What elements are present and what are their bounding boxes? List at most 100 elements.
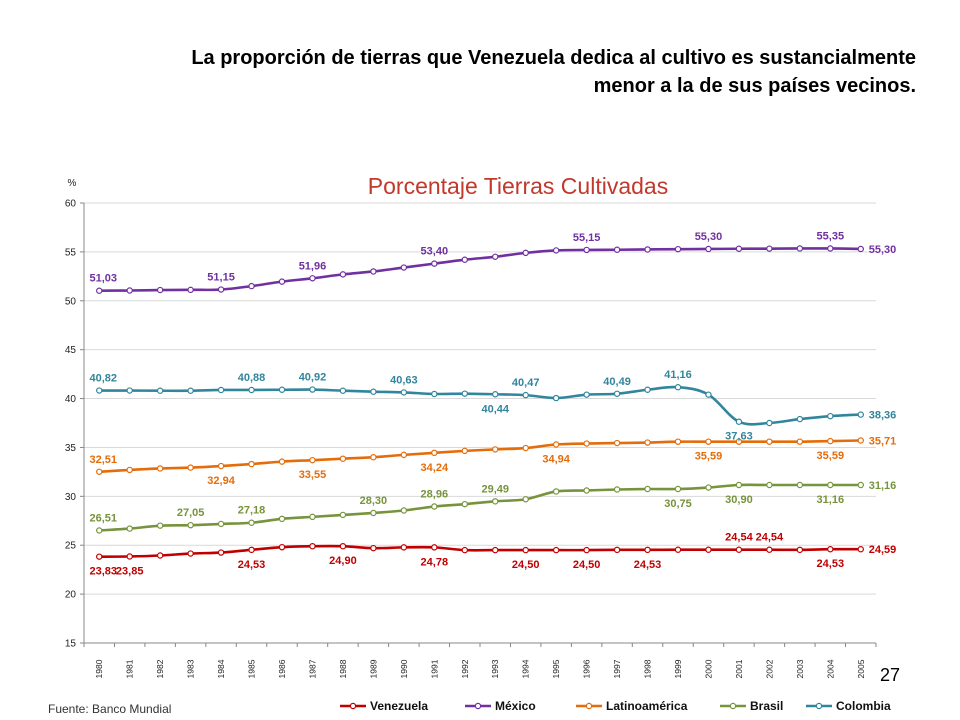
point-colombia-2004	[827, 412, 834, 420]
point-colombia-1983	[187, 387, 194, 394]
data-label-venezuela: 24,50	[573, 559, 601, 571]
point-mexico-1981	[126, 287, 133, 294]
data-label-latinoamerica: 35,71	[869, 436, 897, 448]
x-tick-label: 2000	[703, 659, 713, 678]
point-colombia-1996	[583, 391, 590, 398]
point-colombia-1984	[217, 386, 225, 394]
data-label-colombia: 40,63	[390, 374, 418, 386]
data-label-venezuela: 24,90	[329, 555, 357, 567]
point-colombia-1994	[522, 391, 529, 399]
series-layer	[96, 245, 864, 560]
x-tick-label: 2001	[734, 659, 744, 678]
point-latinoamerica-1999	[674, 438, 682, 445]
data-label-colombia: 40,88	[238, 372, 266, 384]
data-label-venezuela: 24,54	[756, 532, 784, 544]
point-mexico-1991	[431, 260, 438, 267]
point-brasil-1986	[278, 515, 286, 523]
point-brasil-2005	[857, 481, 864, 489]
point-brasil-1999	[674, 485, 682, 493]
point-venezuela-1997	[613, 546, 621, 554]
point-brasil-1987	[309, 513, 316, 521]
point-colombia-1998	[644, 386, 651, 393]
point-mexico-1983	[187, 286, 194, 294]
series-line-brasil	[99, 483, 861, 532]
point-venezuela-2004	[827, 546, 834, 553]
point-colombia-1981	[126, 387, 133, 394]
series-line-colombia	[99, 385, 861, 426]
point-colombia-1995	[552, 394, 560, 402]
x-tick-label: 1980	[94, 659, 104, 678]
data-label-brasil: 27,18	[238, 505, 266, 517]
data-label-venezuela: 23,83	[89, 566, 117, 578]
x-tick-label: 1995	[551, 659, 561, 678]
page-number: 27	[880, 665, 901, 685]
data-label-brasil: 30,75	[664, 498, 692, 510]
data-label-venezuela: 24,78	[421, 556, 449, 568]
x-tick-label: 1993	[490, 659, 500, 678]
data-label-colombia: 41,16	[664, 369, 692, 381]
point-latinoamerica-1991	[431, 449, 438, 457]
point-colombia-1999	[674, 384, 682, 391]
data-label-latinoamerica: 35,59	[695, 451, 723, 463]
y-tick-label: 50	[65, 296, 77, 307]
point-venezuela-1994	[522, 546, 529, 554]
x-tick-label: 1981	[125, 659, 135, 678]
series-line-venezuela	[99, 544, 861, 558]
y-tick-label: 30	[65, 492, 77, 503]
point-brasil-1990	[400, 507, 408, 514]
data-label-colombia: 40,47	[512, 377, 540, 389]
point-venezuela-1991	[431, 544, 438, 551]
y-axis-ticks: 15 20 25 30 35 40 45 50 55 60	[65, 199, 84, 650]
x-tick-label: 2005	[856, 659, 866, 678]
point-brasil-1983	[187, 521, 194, 529]
point-brasil-1992	[461, 500, 468, 508]
point-mexico-1988	[339, 271, 347, 278]
series-line-latinoamerica	[99, 439, 861, 474]
data-label-latinoamerica: 35,59	[817, 450, 845, 462]
point-latinoamerica-2000	[705, 438, 712, 445]
point-brasil-2000	[705, 484, 712, 491]
point-brasil-1985	[248, 519, 255, 526]
point-brasil-1988	[339, 511, 347, 519]
point-mexico-1984	[217, 286, 225, 293]
point-mexico-1989	[370, 268, 377, 275]
point-latinoamerica-1985	[248, 460, 255, 468]
x-tick-label: 1992	[460, 659, 470, 678]
point-venezuela-1984	[217, 549, 225, 556]
point-colombia-1988	[339, 387, 347, 394]
point-mexico-1999	[674, 245, 682, 253]
data-label-mexico: 55,35	[817, 230, 845, 242]
source-note: Fuente: Banco Mundial	[48, 702, 172, 716]
data-label-venezuela: 24,53	[238, 559, 266, 571]
point-mexico-2001	[735, 245, 743, 252]
point-latinoamerica-1998	[644, 439, 651, 446]
x-tick-label: 1989	[368, 659, 378, 678]
y-tick-label: 35	[65, 443, 77, 454]
data-label-venezuela: 24,53	[817, 558, 845, 570]
x-tick-label: 1987	[307, 659, 317, 678]
point-colombia-1989	[370, 388, 377, 395]
point-mexico-1993	[492, 253, 499, 260]
data-label-latinoamerica: 34,24	[421, 462, 449, 474]
legend-label-latinoamerica: Latinoamérica	[606, 699, 688, 713]
chart-title: Porcentaje Tierras Cultivadas	[368, 173, 668, 199]
point-colombia-1987	[309, 386, 316, 393]
point-latinoamerica-1982	[156, 465, 164, 472]
data-label-mexico: 51,96	[299, 260, 327, 272]
point-colombia-1982	[156, 387, 164, 394]
point-latinoamerica-1994	[522, 444, 529, 452]
point-mexico-1990	[400, 264, 408, 271]
point-venezuela-2002	[766, 546, 773, 553]
point-mexico-1980	[96, 287, 103, 294]
x-tick-label: 1983	[186, 659, 196, 678]
y-tick-label: 15	[65, 639, 77, 650]
point-brasil-1993	[492, 498, 499, 505]
point-latinoamerica-1981	[126, 466, 133, 474]
point-mexico-1992	[461, 256, 468, 263]
point-venezuela-2005	[857, 546, 864, 553]
point-latinoamerica-1989	[370, 454, 377, 461]
point-mexico-2000	[705, 245, 712, 253]
legend-label-brasil: Brasil	[750, 699, 783, 713]
point-venezuela-1982	[156, 552, 164, 559]
point-brasil-1991	[431, 503, 438, 510]
